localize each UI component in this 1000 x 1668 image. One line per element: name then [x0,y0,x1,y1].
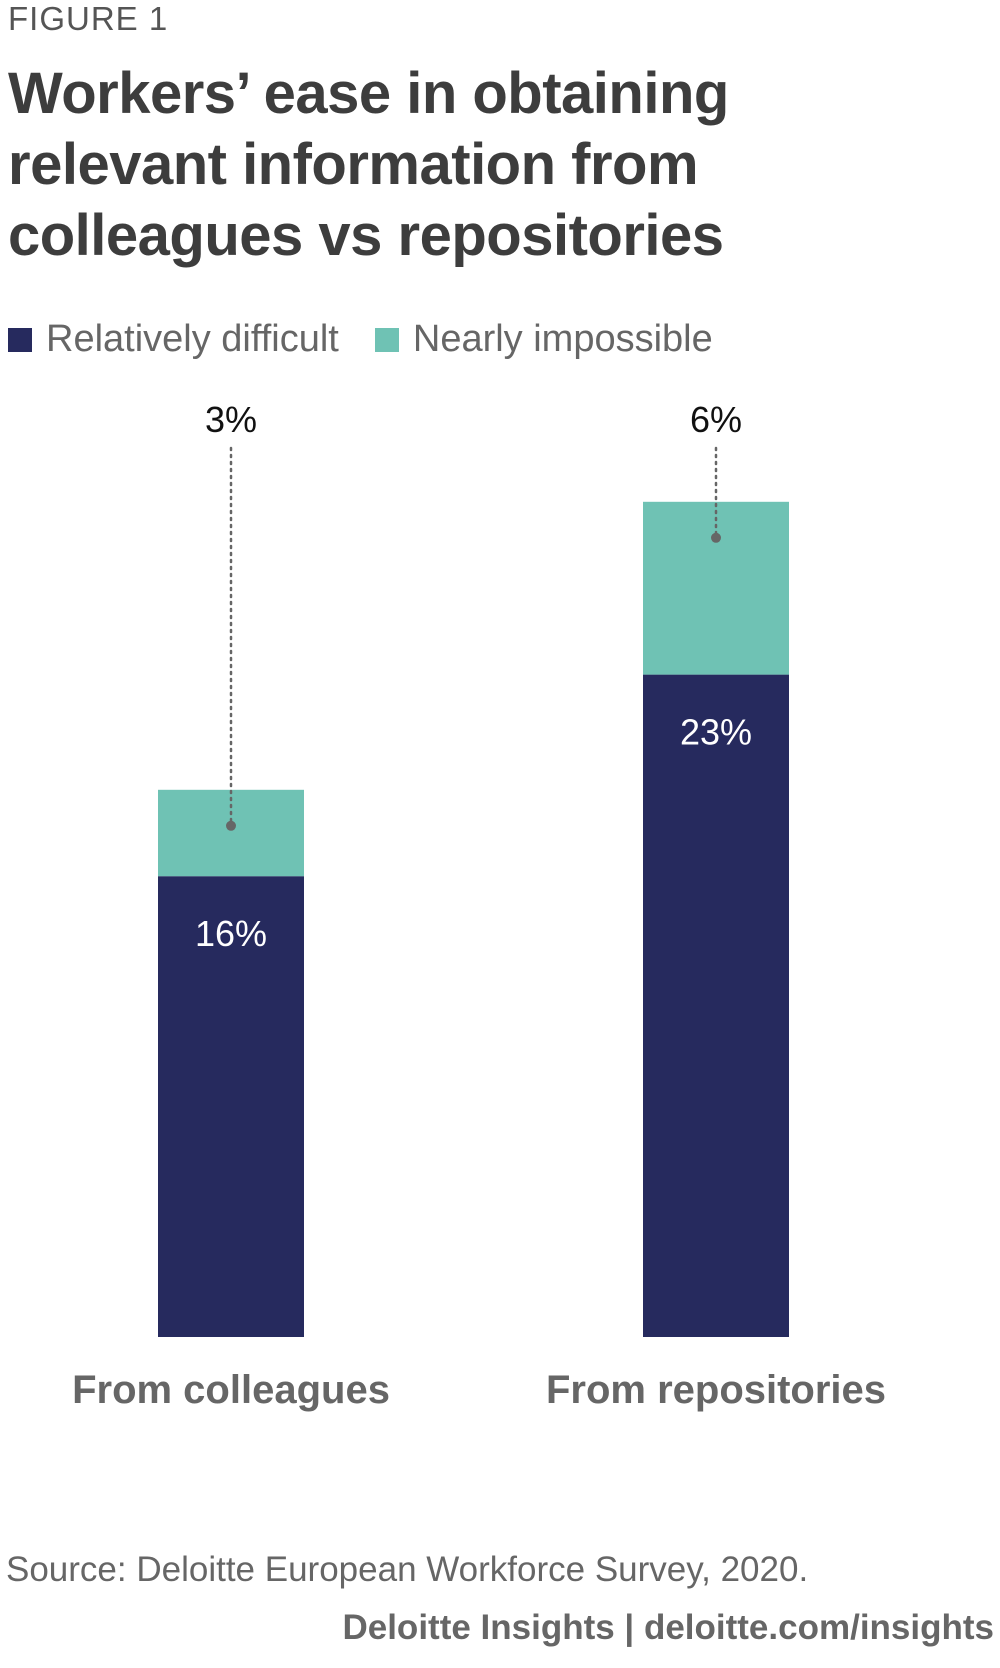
data-label-from-colleagues-nearly-impossible: 3% [205,399,257,440]
data-label-from-repositories-relatively-difficult: 23% [680,712,752,753]
bar-from-repositories-nearly-impossible [643,501,789,675]
chart-title: Workers’ ease in obtaining relevant info… [8,61,729,268]
footer-brand: Deloitte Insights | deloitte.com/insight… [342,1608,994,1647]
data-label-from-colleagues-relatively-difficult: 16% [195,913,267,954]
legend-swatch-relatively-difficult [8,327,32,352]
category-label-from-colleagues: From colleagues [72,1368,390,1412]
leader-dot-from-repositories [711,532,721,543]
bar-from-colleagues-nearly-impossible [158,789,304,877]
chart-legend: Relatively difficult Nearly impossible [8,318,749,361]
legend-item-nearly-impossible: Nearly impossible [374,318,713,361]
data-label-from-repositories-nearly-impossible: 6% [690,399,742,440]
source-note: Source: Deloitte European Workforce Surv… [6,1550,809,1589]
legend-label-relatively-difficult: Relatively difficult [46,318,339,360]
legend-item-relatively-difficult: Relatively difficult [8,318,339,361]
bar-from-repositories-relatively-difficult [643,674,789,1337]
category-label-from-repositories: From repositories [546,1368,886,1412]
bar-from-colleagues-relatively-difficult [158,876,304,1337]
stacked-bar-chart: 16% 3% From colleagues 23% 6% From repositori… [72,399,886,1412]
legend-label-nearly-impossible: Nearly impossible [412,318,713,360]
leader-dot-from-colleagues [226,820,236,831]
legend-swatch-nearly-impossible [374,327,399,352]
figure-label: FIGURE 1 [8,0,169,37]
